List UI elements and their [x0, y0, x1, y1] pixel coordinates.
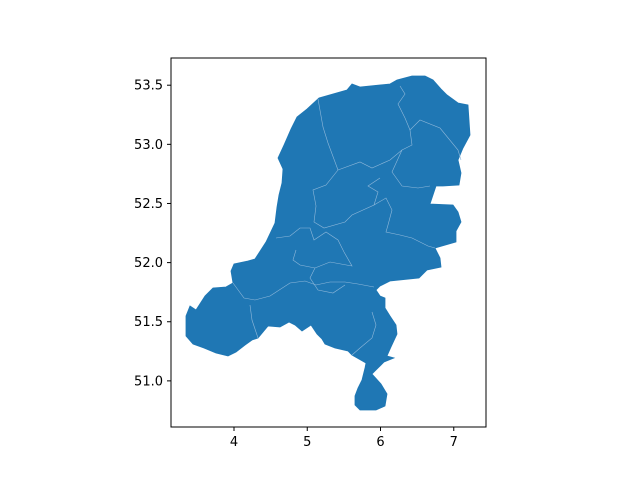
boundary-south-holland	[232, 280, 375, 301]
boundary-flevoland	[312, 169, 381, 229]
boundary-groningen	[409, 119, 462, 161]
x-tick-label: 7	[450, 435, 458, 450]
x-axis-ticks: 4 5 6 7	[230, 427, 458, 450]
boundary-overijssel	[373, 197, 436, 249]
province-boundaries	[232, 85, 462, 356]
boundary-zeeland	[249, 304, 259, 339]
y-tick-label: 51.5	[134, 315, 163, 330]
x-tick-label: 5	[303, 435, 311, 450]
boundary-gelderland-south	[309, 267, 346, 294]
x-tick-label: 6	[376, 435, 384, 450]
y-tick-label: 53.5	[134, 79, 163, 94]
boundary-limburg	[351, 311, 377, 356]
map-layer	[185, 75, 471, 411]
y-tick-label: 52.0	[134, 256, 163, 271]
netherlands-map	[185, 75, 471, 411]
boundary-utrecht	[275, 227, 353, 269]
y-tick-label: 52.5	[134, 197, 163, 212]
y-axis-ticks: 51.0 51.5 52.0 52.5 53.0 53.5	[134, 79, 171, 389]
y-tick-label: 53.0	[134, 138, 163, 153]
boundary-friesland	[337, 85, 413, 171]
y-tick-label: 51.0	[134, 374, 163, 389]
axes-frame	[170, 57, 487, 428]
x-tick-label: 4	[230, 435, 238, 450]
boundary-holland	[317, 98, 339, 171]
boundary-drenthe	[391, 149, 431, 189]
